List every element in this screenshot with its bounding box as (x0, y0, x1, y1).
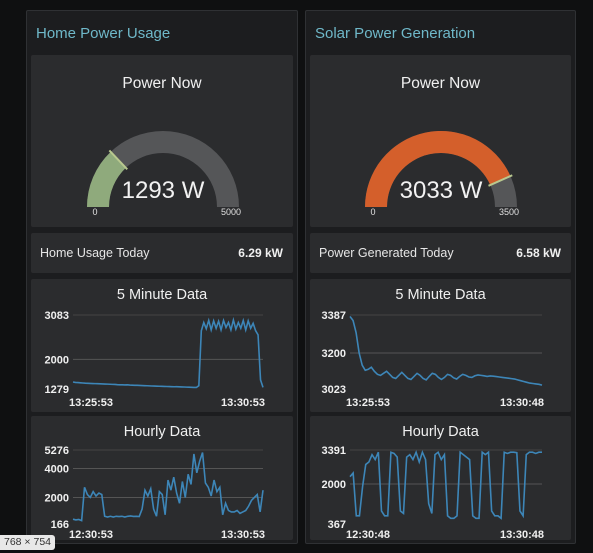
home-hourly-chart-ytick-label: 4000 (45, 463, 69, 475)
solar-hourly-chart-series-line (349, 449, 542, 520)
solar-gauge-value: 3033 W (400, 177, 483, 204)
home-gauge-needle (108, 149, 128, 170)
home-hourly-chart-xtick-label: 13:30:53 (221, 529, 265, 540)
solar-gauge-card: Power Now 3033 W 0 3500 (310, 55, 571, 227)
solar-power-group: Solar Power Generation Power Now 3033 W … (305, 10, 576, 544)
home-gauge-max: 5000 (221, 207, 241, 217)
home-5min-chart-ytick-label: 3083 (45, 310, 69, 322)
home-group-title: Home Power Usage (36, 25, 171, 42)
solar-gauge-min: 0 (370, 207, 375, 217)
solar-gauge-max: 3500 (499, 207, 519, 217)
solar-gauge-needle (488, 174, 513, 187)
solar-hourly-chart-ytick-label: 2000 (322, 479, 346, 491)
solar-hourly-chart-xtick-label: 12:30:48 (346, 529, 390, 540)
home-hourly-chart-ytick-label: 2000 (45, 492, 69, 504)
home-gauge-title: Power Now (122, 75, 202, 92)
solar-5min-chart-xtick-label: 13:30:48 (500, 397, 544, 409)
solar-hourly-card: Hourly Data 3391 2000 367 12:30:48 13:30:48 (310, 416, 571, 540)
solar-5min-chart-ytick-label: 3387 (322, 310, 346, 322)
solar-gauge-fill (365, 131, 511, 207)
home-gauge-card: Power Now 1293 W 0 5000 (31, 55, 293, 227)
solar-today-card: Power Generated Today 6.58 kW (310, 233, 571, 273)
home-5min-chart-xtick-label: 13:30:53 (221, 397, 265, 409)
home-hourly-chart-ytick-label: 5276 (45, 445, 69, 457)
home-5min-chart-ytick-label: 1279 (45, 384, 69, 396)
home-5min-chart-xtick-label: 13:25:53 (69, 397, 113, 409)
home-power-group: Home Power Usage Power Now 1293 W 0 5000… (26, 10, 298, 544)
home-gauge-track (87, 131, 239, 207)
home-hourly-card: Hourly Data 5276 4000 2000 166 12:30:53 13:30… (31, 416, 293, 540)
solar-hourly-title: Hourly Data (402, 424, 479, 440)
solar-5min-chart-ytick-label: 3200 (322, 348, 346, 360)
home-5min-card: 5 Minute Data 3083 2000 1279 13:25:53 13:30:… (31, 279, 293, 412)
home-hourly-chart-ytick-label: 166 (51, 519, 69, 531)
home-gauge-value: 1293 W (122, 177, 205, 204)
home-today-label: Home Usage Today (40, 246, 150, 260)
solar-group-title: Solar Power Generation (315, 25, 476, 42)
solar-5min-chart-xtick-label: 13:25:53 (346, 397, 390, 409)
solar-hourly-chart-ytick-label: 3391 (322, 445, 346, 457)
home-5min-chart-ytick-label: 2000 (45, 354, 69, 366)
solar-5min-chart-series-line (349, 315, 543, 386)
solar-today-label: Power Generated Today (319, 246, 454, 260)
home-gauge: 1293 W 0 5000 (87, 131, 241, 217)
solar-gauge-title: Power Now (400, 75, 481, 92)
home-5min-chart-series-line (72, 316, 264, 389)
solar-5min-card: 5 Minute Data 3387 3200 3023 13:25:53 13:30:… (310, 279, 571, 412)
home-gauge-fill (87, 151, 126, 207)
solar-hourly-chart-xtick-label: 13:30:48 (500, 529, 544, 540)
solar-5min-chart-ytick-label: 3023 (322, 384, 346, 396)
home-hourly-chart-xtick-label: 12:30:53 (69, 529, 113, 540)
home-today-card: Home Usage Today 6.29 kW (31, 233, 293, 273)
size-badge: 768 × 754 (0, 535, 56, 550)
home-5min-title: 5 Minute Data (116, 287, 208, 303)
home-today-value: 6.29 kW (238, 246, 283, 260)
home-hourly-title: Hourly Data (123, 424, 201, 440)
home-gauge-min: 0 (92, 207, 97, 217)
home-hourly-chart-series-line (72, 452, 264, 522)
solar-today-value: 6.58 kW (516, 246, 561, 260)
solar-hourly-chart-ytick-label: 367 (328, 519, 346, 531)
solar-5min-title: 5 Minute Data (395, 287, 486, 303)
solar-gauge: 3033 W 0 3500 (365, 131, 519, 217)
